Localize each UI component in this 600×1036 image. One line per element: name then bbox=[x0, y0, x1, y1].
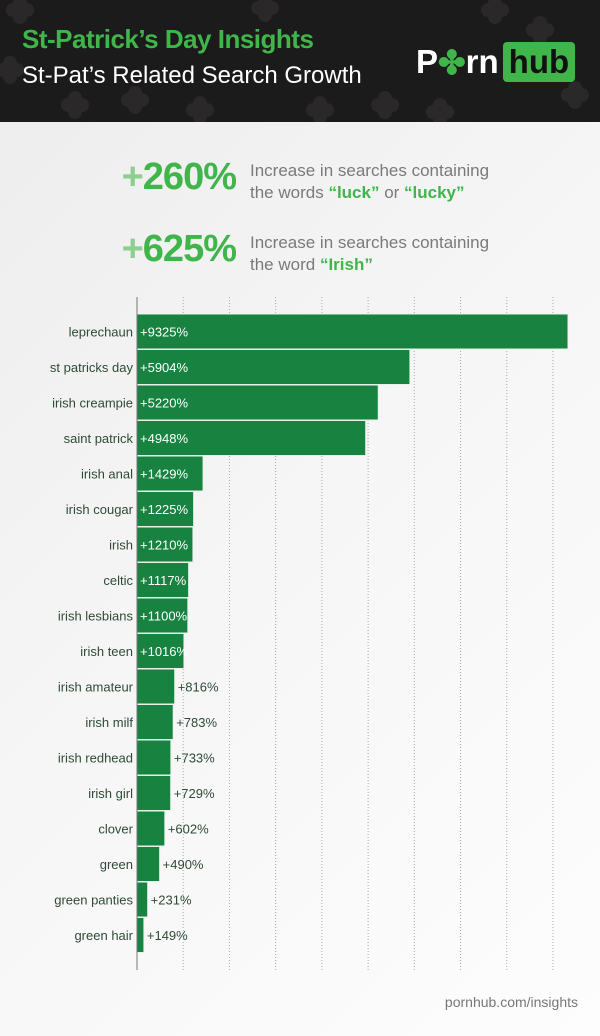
category-label: clover bbox=[98, 822, 133, 837]
clover-icon bbox=[121, 86, 149, 114]
category-label: irish redhead bbox=[58, 751, 133, 766]
category-label: celtic bbox=[103, 573, 133, 588]
category-label: saint patrick bbox=[64, 431, 134, 446]
clover-icon bbox=[61, 91, 89, 119]
clover-pattern bbox=[0, 0, 589, 122]
clover-icon bbox=[306, 96, 334, 122]
bar bbox=[136, 491, 195, 527]
clover-icon bbox=[251, 0, 279, 22]
stat-highlight: “Irish” bbox=[319, 255, 373, 274]
bar bbox=[136, 633, 185, 669]
data-label: +1117% bbox=[140, 573, 187, 588]
data-label: +490% bbox=[163, 857, 204, 872]
footer-source: pornhub.com/insights bbox=[444, 994, 578, 1010]
category-label: irish bbox=[109, 538, 133, 553]
plus-icon: + bbox=[121, 156, 144, 198]
category-label: st patricks day bbox=[50, 360, 134, 375]
stat-number: 625% bbox=[142, 228, 237, 270]
data-label: +5904% bbox=[140, 360, 189, 375]
clover-icon bbox=[481, 0, 509, 24]
data-label: +1210% bbox=[140, 538, 189, 553]
stat-highlight: “luck” bbox=[328, 183, 380, 202]
stat-text: the word bbox=[250, 255, 320, 274]
page-title: St-Patrick’s Day Insights bbox=[22, 24, 314, 54]
stat-text: or bbox=[379, 183, 405, 202]
stat-text: the words bbox=[250, 183, 329, 202]
bar bbox=[136, 455, 204, 492]
data-label: +4948% bbox=[140, 431, 189, 446]
clover-icon bbox=[6, 0, 34, 24]
header: St-Patrick’s Day Insights St-Pat’s Relat… bbox=[0, 0, 600, 122]
category-label: green hair bbox=[74, 928, 133, 943]
category-label: irish amateur bbox=[58, 680, 134, 695]
data-label: +5220% bbox=[140, 396, 189, 411]
stat-description: Increase in searches containing the word… bbox=[250, 160, 489, 204]
data-label: +9325% bbox=[140, 325, 189, 340]
category-label: irish lesbians bbox=[58, 609, 134, 624]
bar bbox=[136, 739, 172, 776]
stat-line1: Increase in searches containing bbox=[250, 161, 490, 180]
clover-icon bbox=[186, 96, 214, 122]
data-label: +816% bbox=[178, 680, 219, 695]
clover-icon bbox=[426, 98, 454, 122]
clover-icon bbox=[526, 16, 554, 44]
stat-line2: the word “Irish” bbox=[250, 254, 489, 276]
data-label: +783% bbox=[176, 715, 217, 730]
logo-text-p: P bbox=[416, 43, 439, 80]
data-label: +231% bbox=[151, 893, 192, 908]
bar bbox=[136, 775, 172, 811]
data-label: +602% bbox=[168, 822, 209, 837]
bar bbox=[136, 881, 149, 918]
bar bbox=[136, 668, 176, 705]
category-label: irish creampie bbox=[52, 396, 133, 411]
category-label: irish girl bbox=[88, 786, 133, 801]
data-label: +733% bbox=[174, 751, 215, 766]
stat-value: +260% bbox=[121, 156, 237, 199]
category-label: irish anal bbox=[81, 467, 133, 482]
page-subtitle: St-Pat’s Related Search Growth bbox=[22, 62, 362, 89]
bar bbox=[136, 420, 367, 456]
stat-description: Increase in searches containing the word… bbox=[250, 232, 489, 276]
stat-highlight: “lucky” bbox=[404, 183, 465, 202]
bar bbox=[136, 313, 569, 350]
clover-icon bbox=[371, 91, 399, 119]
stat-line1: Increase in searches containing bbox=[250, 233, 490, 252]
category-label: irish teen bbox=[80, 644, 133, 659]
stat-line2: the words “luck” or “lucky” bbox=[250, 182, 489, 204]
data-label: +1016% bbox=[140, 644, 189, 659]
category-label: leprechaun bbox=[69, 325, 133, 340]
data-label: +729% bbox=[174, 786, 215, 801]
bar bbox=[136, 597, 189, 634]
data-label: +1100% bbox=[140, 609, 188, 624]
clover-icon: ✤ bbox=[438, 43, 466, 81]
bar bbox=[136, 846, 161, 882]
bar bbox=[136, 384, 379, 421]
stat-number: 260% bbox=[142, 156, 237, 198]
bar bbox=[136, 810, 166, 847]
data-label: +1429% bbox=[140, 467, 189, 482]
data-label: +149% bbox=[147, 928, 188, 943]
logo-text-rn: rn bbox=[465, 43, 499, 80]
pornhub-logo: P ✤ rn hub bbox=[416, 42, 576, 82]
category-label: green bbox=[100, 857, 133, 872]
category-label: irish cougar bbox=[66, 502, 134, 517]
category-label: irish milf bbox=[85, 715, 133, 730]
clover-icon bbox=[0, 56, 24, 84]
data-label: +1225% bbox=[140, 502, 189, 517]
logo-text-hub: hub bbox=[502, 42, 576, 82]
plus-icon: + bbox=[121, 228, 144, 270]
bar bbox=[136, 917, 145, 953]
category-label: green panties bbox=[54, 893, 133, 908]
clover-icon bbox=[561, 81, 589, 109]
stat-value: +625% bbox=[121, 228, 237, 271]
bar bbox=[136, 704, 174, 740]
